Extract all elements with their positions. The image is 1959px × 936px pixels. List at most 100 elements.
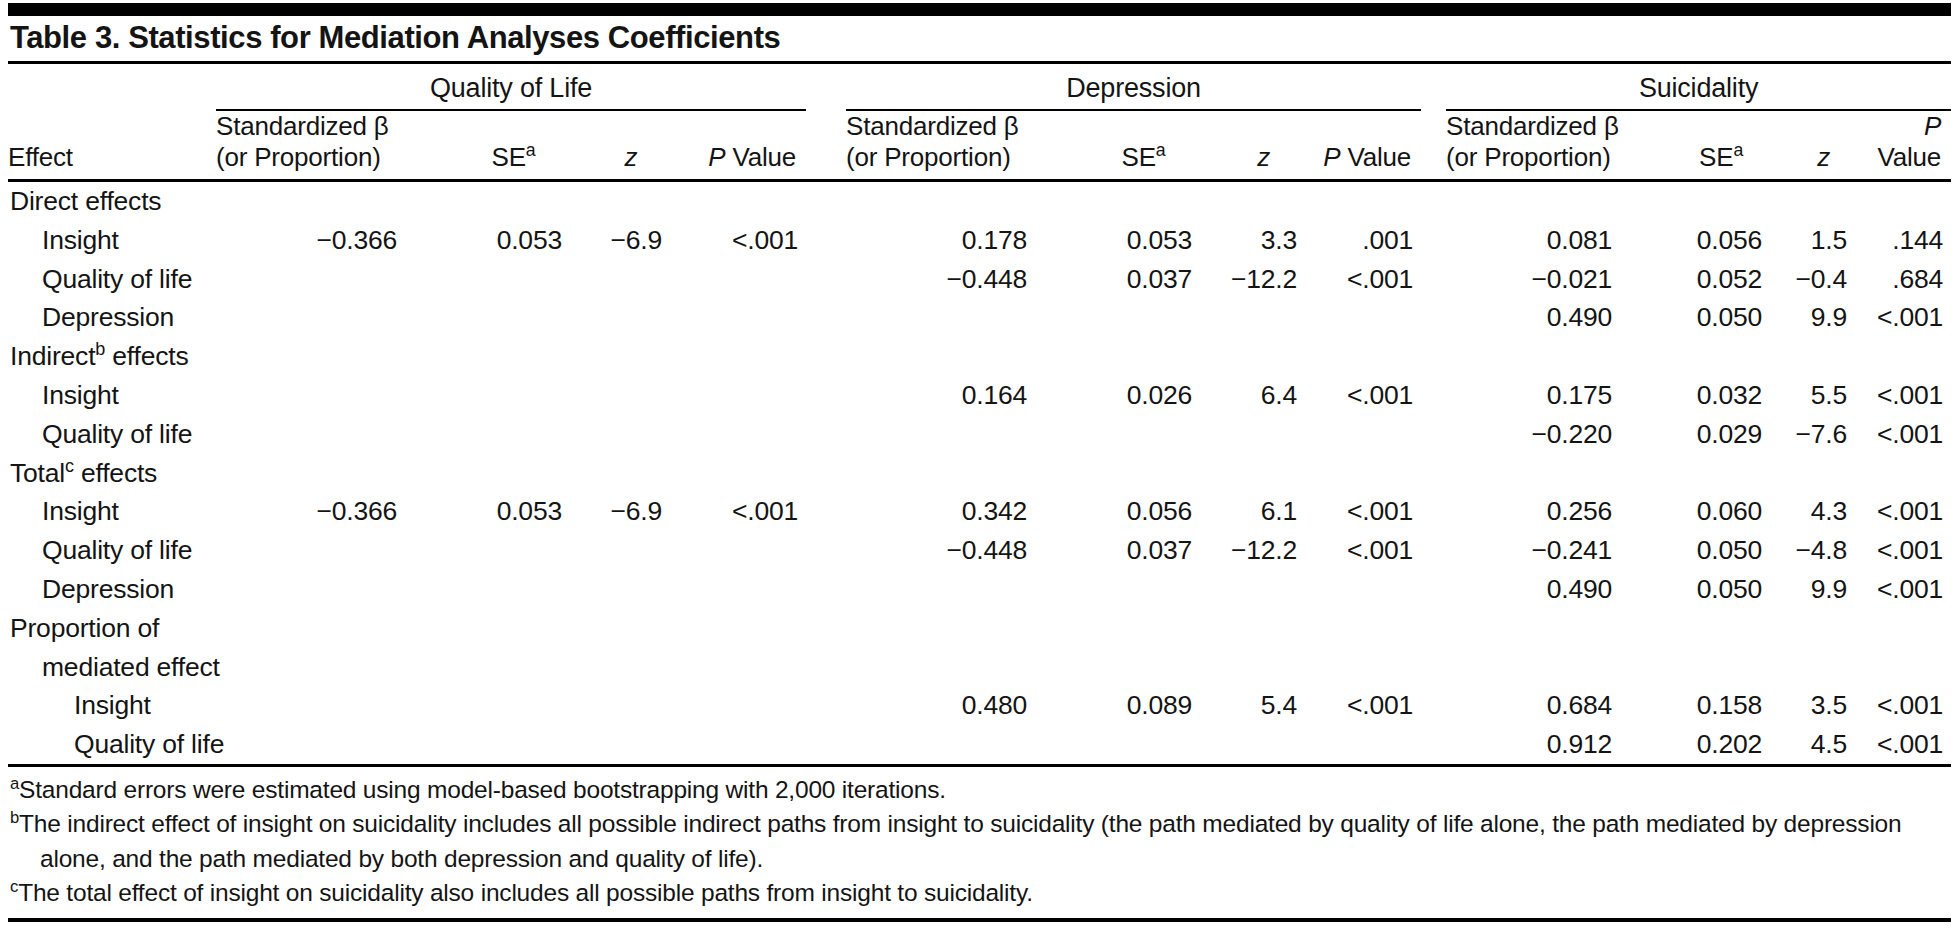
cell-z xyxy=(1216,609,1311,648)
cell-p-value xyxy=(676,337,806,376)
cell-effect-label: Depression xyxy=(8,298,216,337)
cell-p-value: <.001 xyxy=(1311,376,1421,415)
group-gap xyxy=(806,531,846,570)
table-row: Depression0.4900.0509.9<.001 xyxy=(8,570,1951,609)
cell-z xyxy=(1216,570,1311,609)
cell-z: 3.3 xyxy=(1216,221,1311,260)
group-gap xyxy=(1421,492,1446,531)
cell-p-value xyxy=(676,725,806,765)
cell-se: 0.202 xyxy=(1656,725,1786,765)
cell-se xyxy=(1656,181,1786,221)
group-gap xyxy=(806,609,846,648)
cell-beta: 0.480 xyxy=(846,686,1071,725)
cell-beta: 0.081 xyxy=(1446,221,1656,260)
cell-z xyxy=(586,337,676,376)
table-row: Proportion of xyxy=(8,609,1951,648)
cell-beta: −0.366 xyxy=(216,492,441,531)
group-gap xyxy=(806,64,846,110)
cell-beta xyxy=(1446,648,1656,687)
cell-p-value: <.001 xyxy=(1311,260,1421,299)
cell-z xyxy=(586,376,676,415)
table-row: mediated effect xyxy=(8,648,1951,687)
cell-beta xyxy=(846,415,1071,454)
cell-effect-label: Insight xyxy=(8,376,216,415)
group-gap xyxy=(1421,609,1446,648)
table-row: Depression0.4900.0509.9<.001 xyxy=(8,298,1951,337)
group-gap xyxy=(1421,376,1446,415)
cell-beta xyxy=(846,648,1071,687)
group-gap xyxy=(1421,570,1446,609)
group-gap xyxy=(806,454,846,493)
table-row: Insight−0.3660.053−6.9<.0010.1780.0533.3… xyxy=(8,221,1951,260)
cell-se: 0.050 xyxy=(1656,531,1786,570)
cell-p-value xyxy=(676,686,806,725)
cell-beta: 0.490 xyxy=(1446,570,1656,609)
footnotes: aStandard errors were estimated using mo… xyxy=(8,767,1951,918)
cell-effect-label: Quality of life xyxy=(8,531,216,570)
mediation-table: Quality of Life Depression Suicidality E… xyxy=(8,64,1951,767)
group-gap xyxy=(1421,725,1446,765)
column-header-beta-g1: Standardized β(or Proportion) xyxy=(216,110,441,181)
group-gap xyxy=(806,110,846,181)
cell-beta xyxy=(1446,609,1656,648)
cell-se: 0.050 xyxy=(1656,570,1786,609)
cell-z xyxy=(586,454,676,493)
cell-p-value xyxy=(1311,181,1421,221)
cell-p-value xyxy=(676,298,806,337)
cell-se xyxy=(441,376,586,415)
column-header-p-g3: P Value xyxy=(1861,110,1951,181)
cell-beta xyxy=(846,298,1071,337)
cell-p-value xyxy=(676,260,806,299)
cell-z: 6.4 xyxy=(1216,376,1311,415)
cell-p-value: <.001 xyxy=(1311,531,1421,570)
cell-p-value xyxy=(1311,298,1421,337)
cell-se: 0.053 xyxy=(441,492,586,531)
cell-z: −7.6 xyxy=(1786,415,1861,454)
column-header-se-g3: SEa xyxy=(1656,110,1786,181)
group-gap xyxy=(1421,648,1446,687)
cell-beta xyxy=(1446,454,1656,493)
cell-beta: 0.164 xyxy=(846,376,1071,415)
cell-se xyxy=(441,298,586,337)
cell-se: 0.056 xyxy=(1071,492,1216,531)
cell-z: 9.9 xyxy=(1786,298,1861,337)
cell-beta xyxy=(216,570,441,609)
cell-se: 0.037 xyxy=(1071,260,1216,299)
column-header-beta-g3: Standardized β(or Proportion) xyxy=(1446,110,1656,181)
group-gap xyxy=(806,492,846,531)
cell-se xyxy=(1071,415,1216,454)
cell-se xyxy=(1071,337,1216,376)
footnote-a: aStandard errors were estimated using mo… xyxy=(10,773,1951,808)
cell-beta: −0.366 xyxy=(216,221,441,260)
cell-se: 0.026 xyxy=(1071,376,1216,415)
cell-z: −0.4 xyxy=(1786,260,1861,299)
cell-p-value xyxy=(1311,609,1421,648)
cell-p-value xyxy=(676,648,806,687)
cell-p-value xyxy=(1311,725,1421,765)
cell-se xyxy=(441,686,586,725)
cell-se xyxy=(441,415,586,454)
group-gap xyxy=(806,260,846,299)
cell-effect-label: Totalc effects xyxy=(8,454,216,493)
cell-p-value: <.001 xyxy=(1861,492,1951,531)
cell-z xyxy=(1216,415,1311,454)
cell-se xyxy=(1071,298,1216,337)
paper-table-page: Table 3. Statistics for Mediation Analys… xyxy=(0,3,1959,922)
cell-se xyxy=(1071,181,1216,221)
cell-p-value xyxy=(1311,415,1421,454)
cell-se xyxy=(1656,609,1786,648)
cell-p-value: <.001 xyxy=(1311,686,1421,725)
cell-beta: −0.241 xyxy=(1446,531,1656,570)
cell-se xyxy=(441,531,586,570)
cell-se xyxy=(441,454,586,493)
group-gap xyxy=(806,725,846,765)
cell-z xyxy=(586,725,676,765)
cell-beta xyxy=(846,337,1071,376)
group-gap xyxy=(1421,531,1446,570)
group-header-depression: Depression xyxy=(846,64,1421,110)
cell-effect-label: mediated effect xyxy=(8,648,216,687)
cell-effect-label: Insight xyxy=(8,221,216,260)
cell-z xyxy=(586,686,676,725)
cell-p-value: <.001 xyxy=(676,492,806,531)
cell-se: 0.089 xyxy=(1071,686,1216,725)
